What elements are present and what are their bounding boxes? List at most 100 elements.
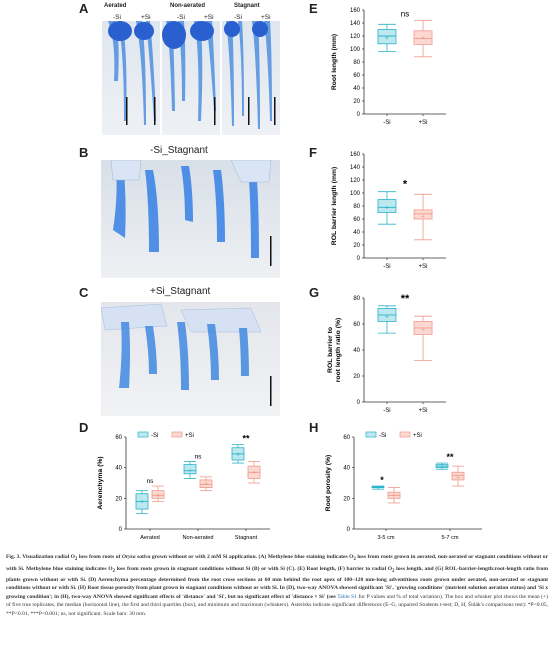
box-iqr	[377, 199, 397, 213]
mean-marker: +	[440, 464, 444, 471]
y-axis-label: Root porosity (%)	[325, 455, 332, 512]
chart-rol-barrier-length: 0 20 40 60 80 100 120 140 160 ROL barrier length …	[331, 152, 446, 270]
x-tick-label: Aerated	[140, 535, 160, 541]
panel-letter-b: B	[79, 145, 89, 160]
box-plot: +	[451, 465, 465, 487]
mean-marker: +	[392, 493, 396, 500]
y-axis-label: Root length (mm)	[331, 34, 338, 90]
x-tick-label: 5-7 cm	[441, 535, 458, 541]
box-plot: +	[371, 485, 385, 492]
methylene-blue-photo-b	[101, 160, 280, 278]
significance-label: **	[242, 434, 250, 444]
panel-letter-a: A	[79, 1, 89, 16]
x-tick-label: +Si	[419, 408, 428, 414]
panel-letter-h: H	[309, 420, 319, 435]
y-tick-label: 60	[115, 435, 122, 441]
significance-label: ns	[401, 9, 409, 18]
y-tick-label: 20	[115, 496, 122, 502]
y-tick-label: 0	[357, 112, 361, 118]
table-s1-link[interactable]: Table S1	[337, 593, 357, 600]
x-tick-label: -Si	[383, 120, 390, 126]
panel-c-title: +Si_Stagnant	[150, 286, 211, 297]
mean-marker: +	[376, 485, 380, 492]
chart-rol-ratio: 0 20 40 60 80 ROL barrier toroot length ratio…	[327, 293, 446, 414]
box-plot: +	[413, 19, 433, 58]
legend: -Si +Si	[137, 431, 194, 439]
y-tick-label: 80	[353, 296, 360, 302]
y-tick-label: 40	[353, 348, 360, 354]
mean-marker: +	[421, 327, 425, 334]
x-tick-label: +Si	[419, 264, 428, 270]
legend-label-plus-si: +Si	[413, 433, 422, 439]
mean-marker: +	[385, 205, 389, 212]
mean-marker: +	[252, 470, 256, 477]
y-tick-label: 160	[350, 152, 361, 158]
y-tick-label: 60	[343, 435, 350, 441]
condition-stagnant: Stagnant	[234, 3, 260, 9]
significance-label: **	[446, 452, 454, 462]
box-iqr	[183, 464, 197, 475]
y-tick-label: 60	[353, 322, 360, 328]
y-tick-label: 0	[119, 527, 123, 533]
mean-marker: +	[385, 314, 389, 321]
box-plot: +	[377, 191, 397, 225]
mean-marker: +	[456, 474, 460, 481]
legend-label-plus-si: +Si	[185, 433, 194, 439]
treatment-label: -Si	[234, 14, 242, 21]
box-plot: +	[387, 487, 401, 504]
y-tick-label: 60	[353, 73, 360, 79]
y-tick-label: 20	[353, 243, 360, 249]
y-axis-label-line: Root length (mm)	[331, 34, 338, 90]
y-axis-label-line: root length ratio (%)	[335, 318, 342, 383]
y-tick-label: 40	[115, 466, 122, 472]
significance-label: ns	[147, 478, 155, 485]
treatment-label: +Si	[204, 14, 214, 21]
condition-aerated: Aerated	[104, 3, 127, 9]
y-tick-label: 40	[353, 86, 360, 92]
box-plot: +	[183, 461, 197, 479]
y-tick-label: 80	[353, 204, 360, 210]
mean-marker: +	[421, 35, 425, 42]
y-tick-label: 160	[350, 8, 361, 14]
panel-letter-d: D	[79, 420, 89, 435]
y-tick-label: 0	[347, 527, 351, 533]
y-tick-label: 0	[357, 400, 361, 406]
y-tick-label: 100	[350, 191, 361, 197]
box-plot: +	[151, 485, 165, 502]
treatment-label: -Si	[177, 14, 185, 21]
box-iqr	[377, 29, 397, 45]
x-tick-label: -Si	[383, 408, 390, 414]
treatment-label: +Si	[141, 14, 151, 21]
panel-letter-g: G	[309, 285, 320, 300]
mean-marker: +	[204, 481, 208, 488]
panel-b-title: -Si_Stagnant	[150, 145, 208, 156]
legend-label-minus-si: -Si	[151, 433, 158, 439]
mean-marker: +	[140, 499, 144, 506]
x-tick-label: 3-5 cm	[377, 535, 394, 541]
y-axis-label-line: ROL barrier to	[327, 327, 334, 373]
y-tick-label: 100	[350, 47, 361, 53]
y-axis-label: ROL barrier length (mm)	[331, 167, 338, 245]
box-plot: +	[247, 461, 261, 484]
box-iqr	[413, 30, 433, 45]
box-plot: +	[413, 193, 433, 241]
mean-marker: +	[421, 213, 425, 220]
x-tick-label: -Si	[383, 264, 390, 270]
legend: -Si +Si	[365, 431, 422, 439]
box-iqr	[199, 479, 213, 489]
box-iqr	[413, 209, 433, 220]
box-plot: +	[413, 315, 433, 361]
treatment-label: -Si	[113, 14, 121, 21]
box-plot: +	[135, 490, 149, 515]
mean-marker: +	[188, 468, 192, 475]
y-tick-label: 20	[353, 374, 360, 380]
box-iqr	[151, 490, 165, 499]
box-plot: +	[435, 462, 449, 471]
panel-letter-c: C	[79, 285, 89, 300]
mean-marker: +	[385, 35, 389, 42]
methylene-blue-photo-c	[101, 302, 280, 416]
legend-swatch-plus-si	[171, 431, 183, 438]
y-tick-label: 140	[350, 165, 361, 171]
box-plot: +	[199, 476, 213, 492]
